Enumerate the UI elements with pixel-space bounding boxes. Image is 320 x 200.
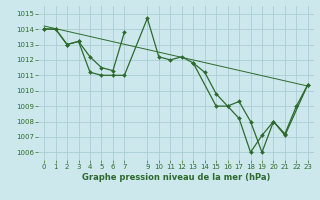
- X-axis label: Graphe pression niveau de la mer (hPa): Graphe pression niveau de la mer (hPa): [82, 173, 270, 182]
